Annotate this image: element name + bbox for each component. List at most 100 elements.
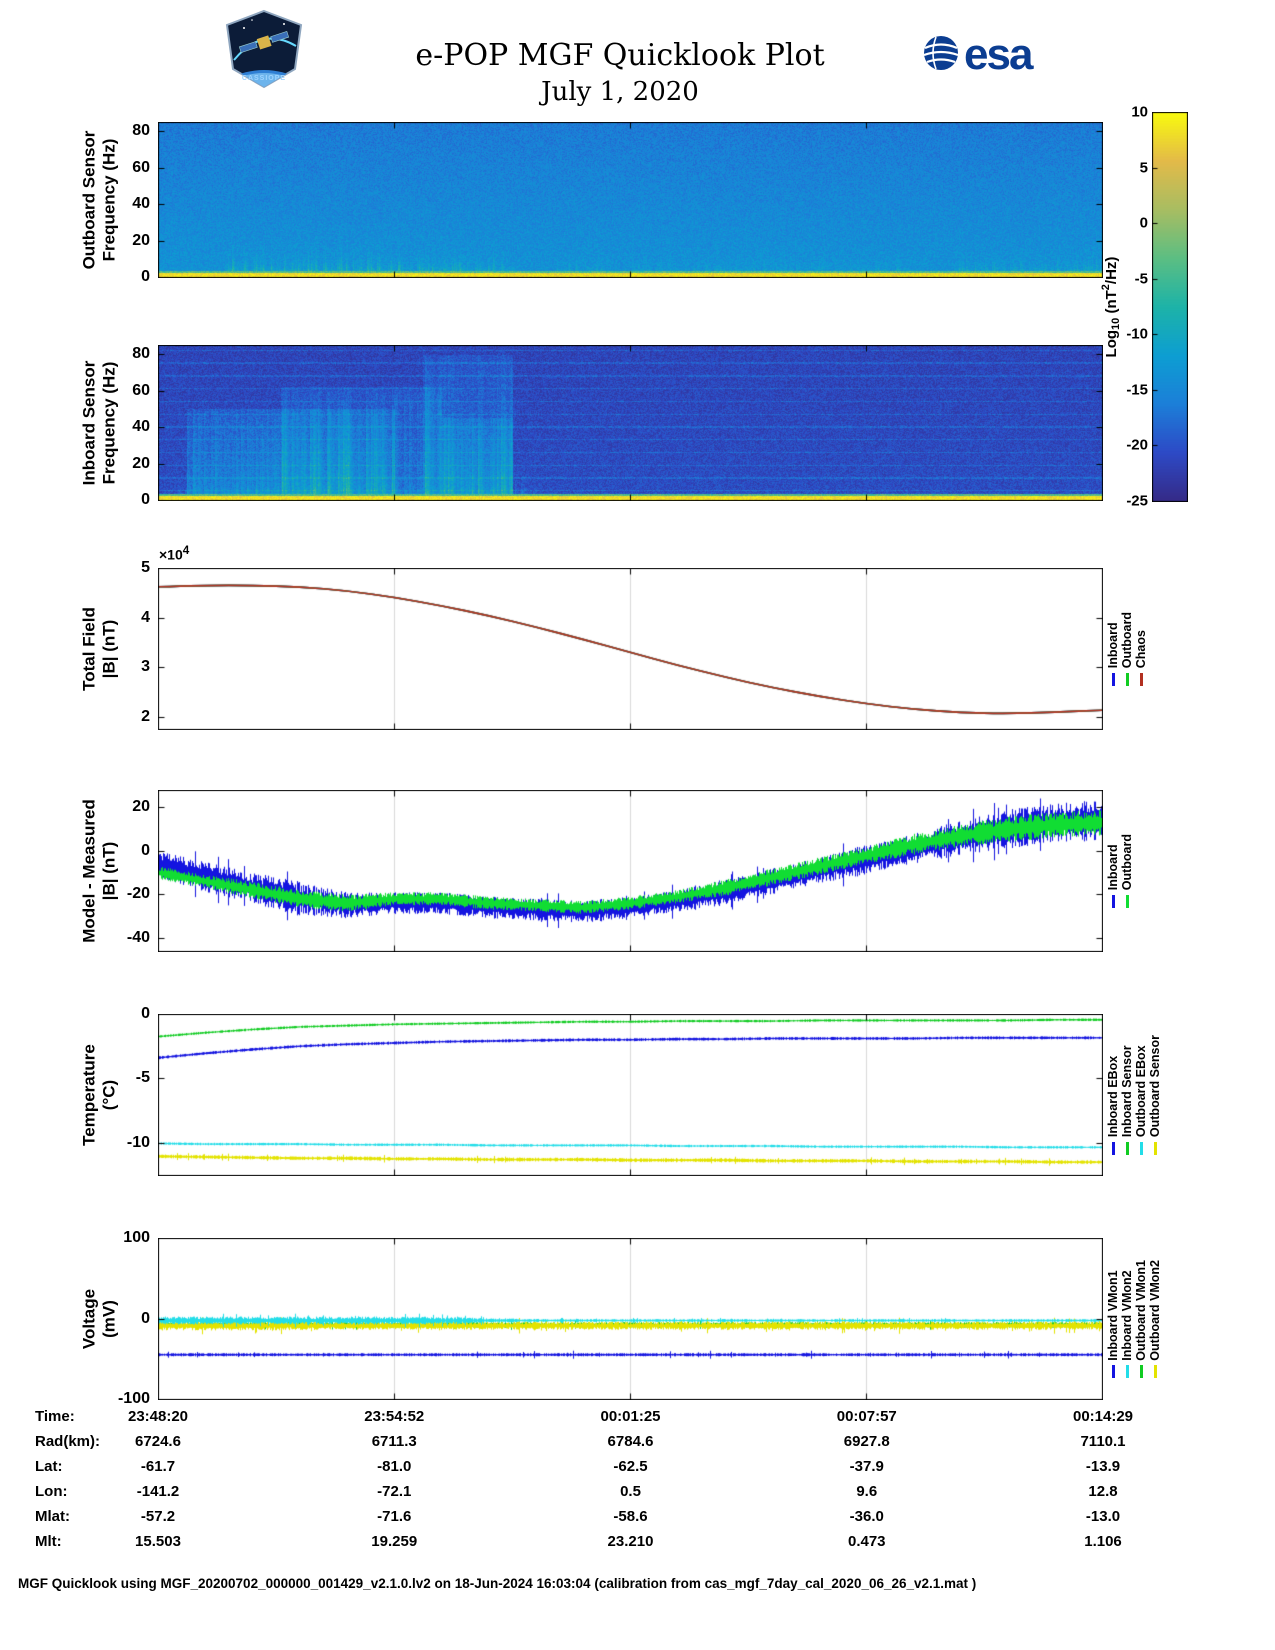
y-axis-label-line: Total Field: [79, 607, 99, 691]
total-field-panel: ×104 Total Field |B| (nT) Inboard Outboar…: [0, 544, 1275, 730]
exponent-base: ×10: [159, 546, 183, 563]
colorbar-label-part: /Hz): [1103, 256, 1120, 285]
y-axis-label-line: Frequency (Hz): [100, 361, 119, 485]
legend-marks: [1106, 895, 1134, 909]
legend-color-mark: [1148, 1365, 1162, 1379]
legend-marks: [1106, 673, 1148, 687]
legend-labels: Inboard EBox Inboard Sensor Outboard EBox O…: [1106, 1035, 1162, 1137]
esa-globe-icon: [923, 36, 959, 70]
legend-label: Outboard VMon2: [1148, 1259, 1162, 1361]
y-tick-label: 60: [132, 381, 150, 399]
legend-label: Outboard EBox: [1134, 1045, 1148, 1138]
info-cell: 19.259: [371, 1533, 418, 1550]
colorbar-label-part: Log: [1103, 329, 1120, 358]
temperature-panel: Temperature (°C) Inboard EBox Inboard Sen…: [0, 1005, 1275, 1176]
date-subtitle: July 1, 2020: [541, 77, 699, 107]
model-minus-measured-canvas: [158, 790, 1103, 952]
legend-color-mark: [1134, 673, 1148, 687]
y-tick-label: 40: [132, 418, 150, 436]
satellite-icon: [238, 31, 290, 53]
legend-label: Chaos: [1134, 629, 1148, 669]
y-axis-label-line: (°C): [100, 1079, 119, 1111]
outboard-spectrogram-canvas: [158, 122, 1103, 278]
legend-label: Outboard: [1120, 611, 1134, 669]
legend-label: Inboard Sensor: [1120, 1045, 1134, 1138]
colorbar-label: Log10 (nT2/Hz): [1100, 257, 1122, 358]
legend-marks: [1106, 1365, 1162, 1379]
info-row-label: Time:: [35, 1408, 75, 1425]
colorbar-tick-label: -20: [1126, 436, 1148, 454]
info-cell: 15.503: [135, 1533, 181, 1550]
y-tick-label: -10: [126, 1133, 150, 1151]
legend-color-mark: [1106, 1142, 1120, 1156]
y-tick-label: 0: [141, 268, 150, 285]
y-axis-label-line: Frequency (Hz): [100, 138, 119, 262]
info-cell: -61.7: [140, 1458, 176, 1475]
legend-labels: Inboard Outboard: [1106, 834, 1134, 890]
legend-color-mark: [1134, 1142, 1148, 1156]
temperature-legend: Inboard EBox Inboard Sensor Outboard EBox O…: [1106, 1014, 1162, 1176]
y-axis-exponent: ×104: [159, 544, 189, 563]
info-row-label: Mlat:: [35, 1508, 70, 1525]
esa-wordmark: esa: [964, 30, 1034, 79]
y-tick-label: 40: [132, 195, 150, 213]
y-axis-label-line: (mV): [100, 1300, 119, 1338]
legend-labels: Inboard Outboard Chaos: [1106, 612, 1148, 668]
info-cell: 6711.3: [371, 1433, 417, 1450]
info-cell: -81.0: [377, 1458, 412, 1475]
info-table-row: Mlat: -57.2 -71.6 -58.6 -36.0 -13.0: [0, 1508, 1275, 1533]
legend-color-mark: [1120, 1365, 1134, 1379]
colorbar-tick-label: 5: [1139, 159, 1148, 177]
mission-logo: CASSIOPE: [225, 9, 303, 89]
legend-color-mark: [1106, 895, 1120, 909]
y-axis-label-line: |B| (nT): [100, 841, 119, 901]
colorbar-gradient: [1152, 112, 1188, 502]
info-cell: 23:54:52: [364, 1408, 425, 1425]
y-tick-label: -20: [126, 885, 150, 903]
legend-label: Inboard VMon1: [1106, 1270, 1120, 1361]
info-cell: -58.6: [613, 1508, 648, 1525]
info-cell: 1.106: [1084, 1533, 1122, 1550]
info-cell: 00:07:57: [836, 1408, 897, 1425]
legend-color-mark: [1120, 895, 1134, 909]
y-axis-label: Total Field |B| (nT): [80, 607, 121, 691]
y-tick-label: 80: [132, 345, 150, 363]
legend-color-mark: [1106, 1365, 1120, 1379]
legend-label: Inboard: [1106, 622, 1120, 669]
info-cell: 0.5: [620, 1483, 641, 1500]
info-row-label: Lon:: [35, 1483, 68, 1500]
y-tick-label: -40: [126, 928, 150, 946]
total-field-canvas: [158, 568, 1103, 730]
exponent-power: 4: [182, 544, 190, 557]
y-axis-label-line: Outboard Sensor: [79, 130, 99, 270]
legend-marks: [1106, 1142, 1162, 1156]
info-cell: -36.0: [849, 1508, 884, 1525]
legend-label: Outboard Sensor: [1148, 1034, 1162, 1138]
footer-text: MGF Quicklook using MGF_20200702_000000_…: [18, 1576, 977, 1591]
y-axis-label-line: Inboard Sensor: [79, 360, 99, 486]
legend-labels: Inboard VMon1 Inboard VMon2 Outboard VMon1…: [1106, 1260, 1162, 1361]
info-cell: 6784.6: [607, 1433, 654, 1450]
voltage-panel: Voltage (mV) Inboard VMon1 Inboard VMon2 O…: [0, 1229, 1275, 1407]
y-tick-label: 4: [141, 608, 150, 626]
y-tick-label: -100: [117, 1390, 150, 1407]
info-table-row: Lat: -61.7 -81.0 -62.5 -37.9 -13.9: [0, 1458, 1275, 1483]
info-cell: -57.2: [140, 1508, 176, 1525]
info-cell: -13.0: [1085, 1508, 1121, 1525]
info-row-label: Rad(km):: [35, 1433, 101, 1450]
voltage-legend: Inboard VMon1 Inboard VMon2 Outboard VMon1…: [1106, 1238, 1162, 1400]
legend-label: Inboard VMon2: [1120, 1270, 1134, 1361]
info-cell: -37.9: [849, 1458, 884, 1475]
colorbar-tick-label: -5: [1134, 270, 1148, 288]
y-tick-label: 80: [132, 122, 150, 140]
header-title-block: e-POP MGF Quicklook Plot July 1, 2020: [0, 38, 1240, 107]
y-tick-label: 100: [123, 1229, 150, 1246]
info-cell: 00:14:29: [1072, 1408, 1134, 1425]
info-cell: -72.1: [377, 1483, 412, 1500]
legend-label: Inboard: [1106, 844, 1120, 891]
model-minus-measured-panel: Model - Measured |B| (nT) Inboard Outboar…: [0, 790, 1275, 952]
model-minus-measured-legend: Inboard Outboard: [1106, 790, 1134, 952]
y-tick-label: 20: [132, 454, 150, 472]
y-axis-label-line: Voltage: [79, 1288, 99, 1350]
y-axis-label-line: Model - Measured: [79, 799, 99, 943]
